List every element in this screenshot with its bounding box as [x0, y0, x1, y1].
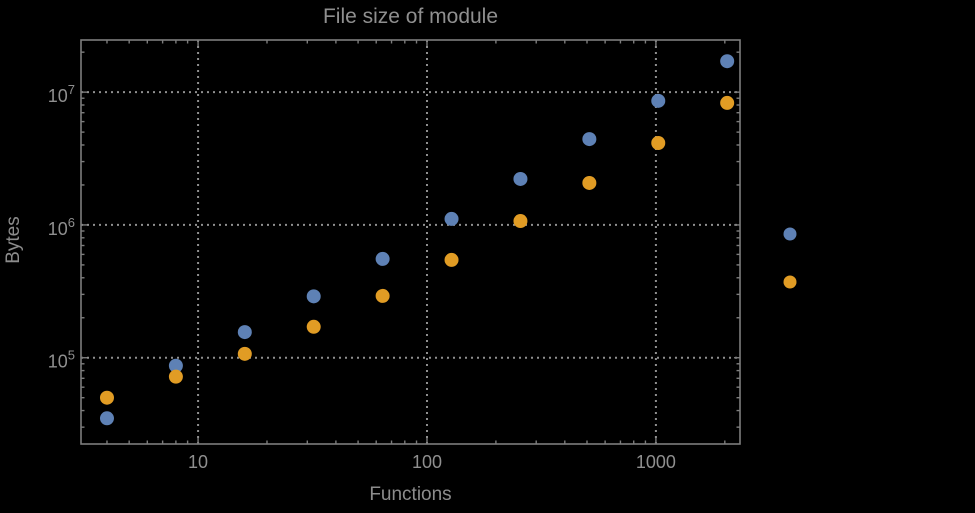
data-point-series-orange-x16 — [237, 346, 252, 361]
data-point-series-blue-x16 — [237, 325, 252, 340]
x-tick-label-10: 10 — [188, 452, 208, 472]
data-point-series-blue-x1024 — [651, 93, 666, 108]
data-point-series-orange-x32 — [306, 319, 321, 334]
data-point-series-orange-x256 — [513, 214, 528, 229]
plot-frame — [80, 39, 741, 445]
data-point-series-blue-x4 — [99, 411, 114, 426]
data-point-series-blue-x256 — [513, 171, 528, 186]
data-point-series-orange-x1024 — [651, 136, 666, 151]
data-point-series-blue-x8 — [168, 358, 183, 373]
data-point-series-orange-x64 — [375, 288, 390, 303]
y-tick-label-1e5: 105 — [48, 348, 75, 372]
data-point-series-orange-x8 — [168, 369, 183, 384]
data-point-series-orange-x512 — [582, 175, 597, 190]
data-point-series-blue-x128 — [444, 211, 459, 226]
data-point-series-orange-x128 — [444, 252, 459, 267]
legend-marker-2 — [783, 275, 797, 289]
y-tick-label-1e6: 106 — [48, 215, 75, 239]
data-point-series-orange-x4 — [99, 390, 114, 405]
x-axis-label: Functions — [369, 484, 452, 505]
y-axis-label: Bytes — [3, 216, 24, 264]
data-point-series-blue-x64 — [375, 251, 390, 266]
data-point-series-blue-x32 — [306, 289, 321, 304]
data-point-series-blue-x512 — [582, 132, 597, 147]
data-point-series-orange-x2048 — [720, 95, 735, 110]
chart-title: File size of module — [322, 5, 499, 28]
x-tick-label-1000: 1000 — [636, 452, 676, 472]
data-point-series-blue-x2048 — [720, 54, 735, 69]
x-tick-label-100: 100 — [412, 452, 442, 472]
legend-marker-1 — [783, 227, 797, 241]
y-tick-label-1e7: 107 — [48, 82, 75, 106]
